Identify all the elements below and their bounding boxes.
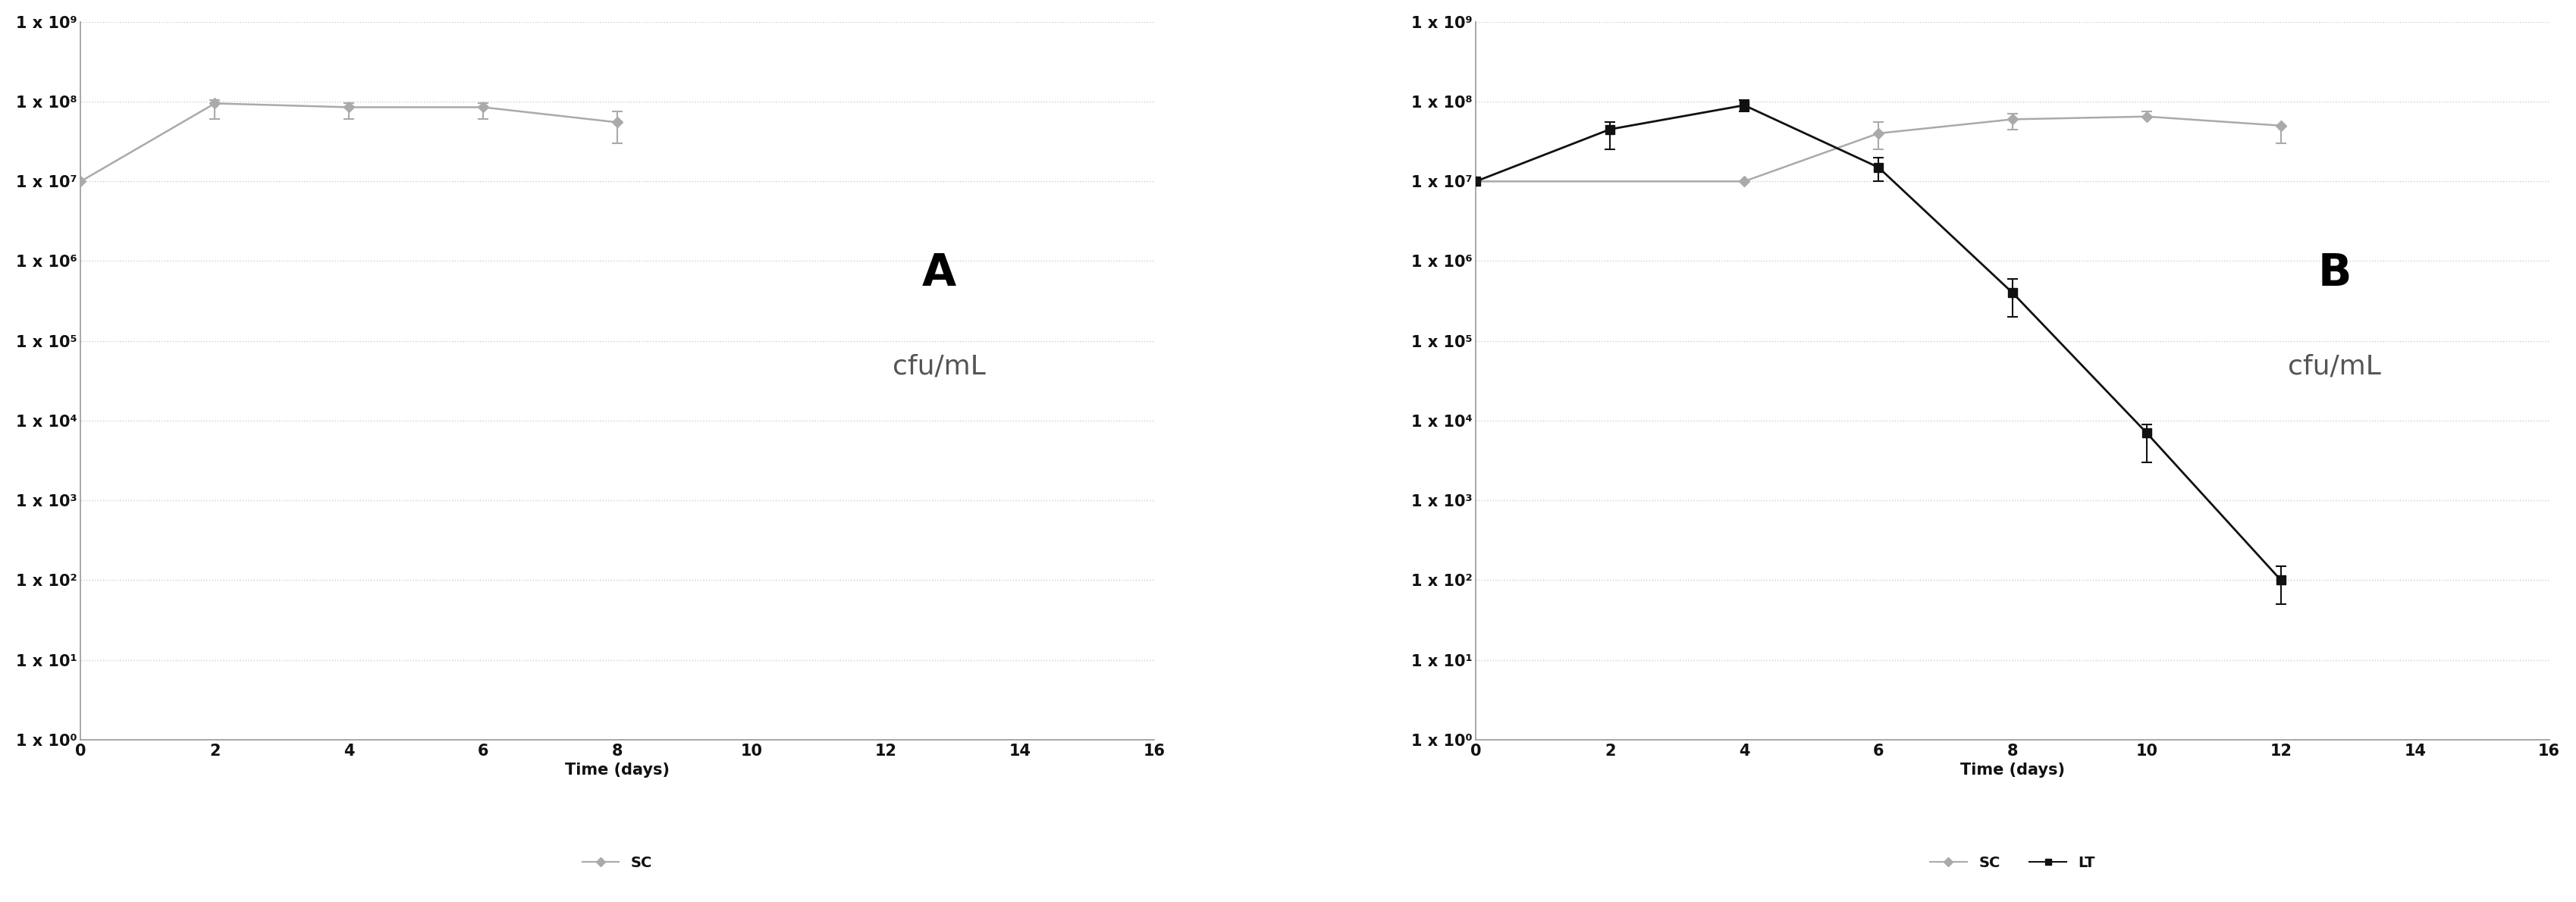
Text: A: A <box>922 252 956 295</box>
X-axis label: Time (days): Time (days) <box>564 763 670 778</box>
X-axis label: Time (days): Time (days) <box>1960 763 2066 778</box>
Text: B: B <box>2318 252 2352 295</box>
Legend: SC: SC <box>577 850 659 876</box>
Text: cfu/mL: cfu/mL <box>894 354 987 379</box>
Text: cfu/mL: cfu/mL <box>2287 354 2380 379</box>
Legend: SC, LT: SC, LT <box>1924 850 2102 876</box>
